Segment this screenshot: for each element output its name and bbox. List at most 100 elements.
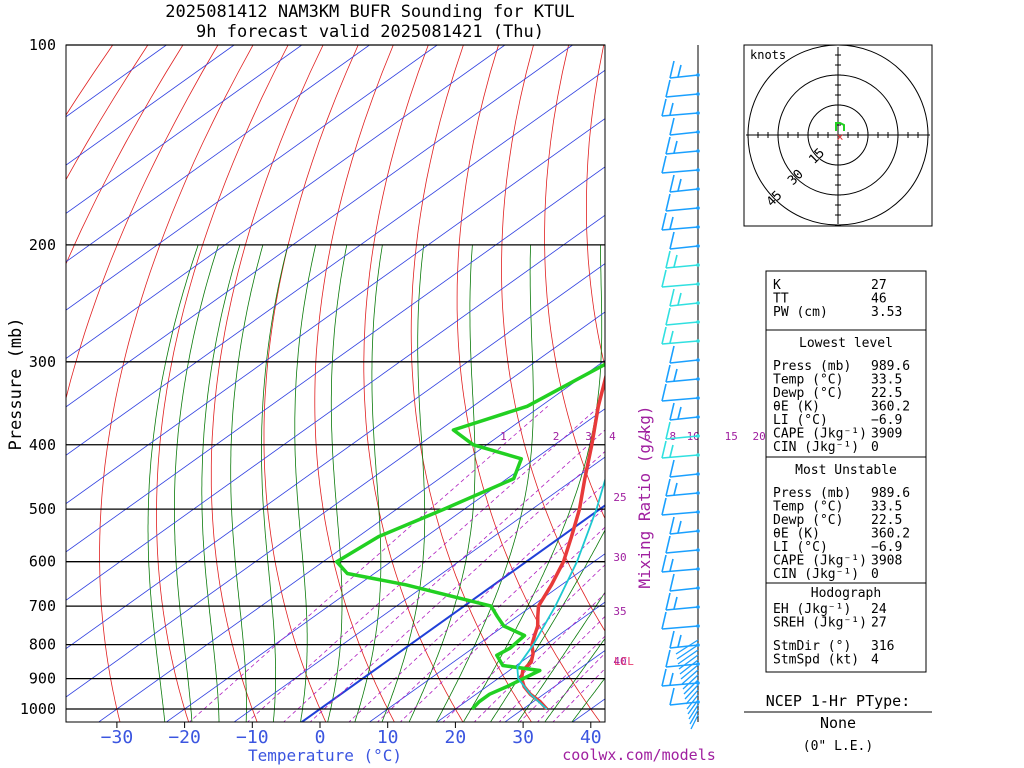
wind-barb-flag [661, 269, 667, 288]
mixing-ratio-line [283, 429, 605, 722]
wind-barb-staff [669, 359, 699, 364]
wind-barb-staff [669, 245, 699, 250]
most-unstable-title: Most Unstable [795, 463, 897, 478]
wind-barb-staff [665, 321, 699, 326]
isotherm-line [165, 408, 605, 722]
index-label: PW (cm) [773, 305, 828, 320]
wind-barb-staff [687, 699, 699, 715]
isotherm-line [66, 45, 370, 263]
wind-barb-base [696, 320, 700, 324]
wind-barb-staff [665, 492, 699, 497]
wind-barb-staff [669, 473, 699, 478]
wind-barb-flag [661, 611, 667, 630]
isotherm-line [66, 45, 573, 408]
hodograph-section-title: Hodograph [811, 586, 881, 601]
wind-barb-flag [665, 136, 671, 155]
index-value: 360.2 [871, 527, 910, 542]
pressure-tick-label: 800 [29, 636, 56, 654]
wind-barb-flag [661, 383, 667, 402]
moist-adiabat-line [201, 244, 241, 722]
wind-barb-base [696, 358, 700, 362]
moist-adiabat-line [327, 244, 348, 722]
index-value: 27 [871, 616, 887, 631]
wind-barb-staff [682, 674, 699, 690]
wind-barb-staff [686, 694, 699, 710]
wind-barb-flag [673, 482, 678, 496]
mixing-ratio-tick-label: 8 [670, 430, 677, 443]
wind-barb-flag [661, 554, 667, 573]
isotherm-line [66, 311, 605, 698]
wind-barb-flag [665, 592, 671, 611]
wind-barb-flag [669, 288, 675, 307]
x-axis-label: Temperature (°C) [248, 746, 402, 765]
index-label: Dewp (°C) [773, 513, 843, 528]
wind-barb-base [696, 510, 700, 514]
wind-barb-staff [669, 644, 699, 649]
wind-barb-staff [669, 701, 699, 706]
isotherm-line [66, 118, 605, 505]
wind-barb-flag [677, 520, 682, 534]
wind-barb-base [696, 111, 700, 115]
wind-barb-staff [675, 639, 699, 655]
index-value: 3908 [871, 554, 902, 569]
wind-barb-flag [669, 231, 675, 250]
isotherm-line [368, 553, 605, 722]
index-label: Temp (°C) [773, 373, 843, 388]
wind-barb-flag [669, 102, 674, 116]
wind-barb-staff [688, 704, 699, 720]
plot-frame [65, 44, 606, 723]
wind-barb-staff [685, 689, 699, 705]
pressure-isobars [66, 44, 605, 710]
mixing-ratio-tick-label: 25 [613, 491, 626, 504]
wind-barb-flag [665, 307, 671, 326]
index-label: SREH (Jkg⁻¹) [773, 616, 867, 631]
wind-barb-base [696, 168, 700, 172]
moist-adiabat-line [230, 244, 264, 722]
chart-title-line1: 2025081412 NAM3KM BUFR Sounding for KTUL [165, 2, 574, 22]
pressure-tick-label: 200 [29, 236, 56, 254]
mixing-ratio-tick-label: 15 [725, 430, 738, 443]
lcl-label: LCL [614, 655, 634, 668]
moist-adiabat-line [517, 591, 605, 722]
wind-barb-flag [673, 596, 678, 610]
wind-barb-staff [669, 416, 699, 421]
chart-title-line2: 9h forecast valid 2025081421 (Thu) [196, 22, 544, 42]
wind-barb-staff [669, 587, 699, 592]
wind-barb-staff [669, 131, 699, 136]
wind-barb-flag [669, 459, 675, 478]
moist-adiabat-line [381, 244, 426, 722]
mixing-ratio-tick-label: 30 [613, 551, 626, 564]
index-value: −6.9 [871, 413, 902, 428]
index-label: Dewp (°C) [773, 386, 843, 401]
wind-barb-flag [669, 573, 675, 592]
wind-barb-base [696, 491, 700, 495]
wind-barb-base [696, 681, 700, 685]
wind-barb-flag [665, 649, 671, 668]
wind-barb-staff [665, 378, 699, 383]
zero-isotherm-line [300, 504, 605, 722]
mixing-ratio-tick-label: 20 [753, 430, 766, 443]
wind-barb-base [696, 130, 700, 134]
index-value: 3.53 [871, 305, 902, 320]
wind-barb-staff [669, 74, 699, 79]
wind-barb-staff [661, 682, 699, 687]
index-label: Press (mb) [773, 486, 851, 501]
wind-barb-staff [661, 454, 699, 459]
index-value: 4 [871, 653, 879, 668]
wind-barb-flag [665, 250, 671, 269]
index-label: StmDir (°) [773, 639, 851, 654]
dry-adiabat-line [919, 45, 1024, 723]
index-value: 0 [871, 440, 879, 455]
wind-barb-flag [677, 634, 682, 648]
pressure-tick-labels: 100 200 300 400 500 600 700 800 900 1000 [20, 36, 56, 718]
pressure-tick-label: 400 [29, 436, 56, 454]
dry-adiabat-line [210, 45, 324, 722]
wind-barb-flag [669, 402, 675, 421]
moist-adiabat-line [294, 244, 317, 722]
dry-adiabat-line [263, 45, 359, 722]
wind-barb-staff [690, 714, 699, 730]
wind-barb-flag [661, 155, 667, 174]
wind-barb-staff [679, 659, 699, 675]
wind-barb-base [696, 586, 700, 590]
index-value: 0 [871, 567, 879, 582]
